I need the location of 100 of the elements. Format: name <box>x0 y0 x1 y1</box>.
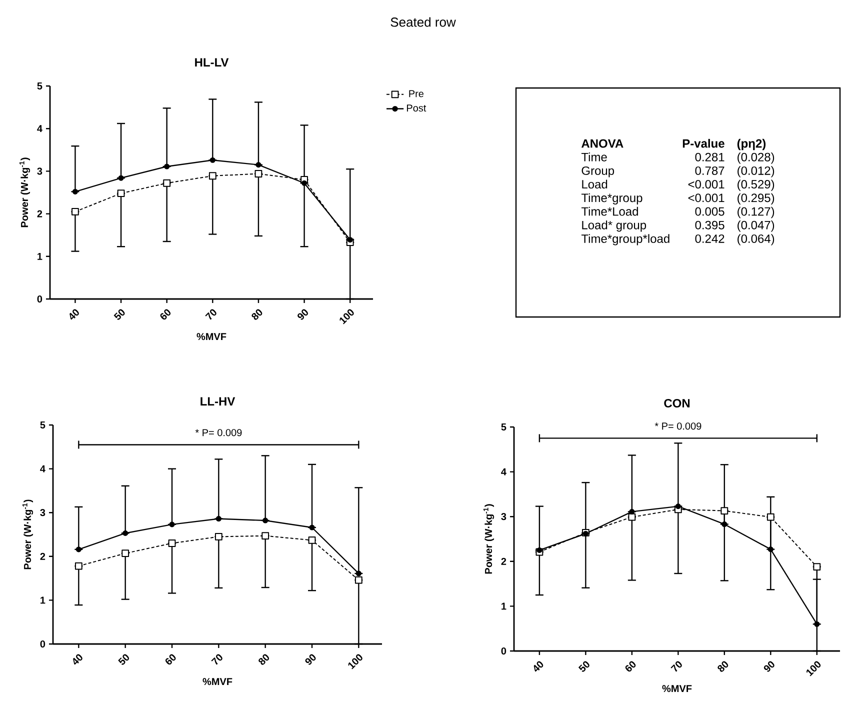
point <box>216 516 222 522</box>
point <box>308 536 316 544</box>
y-tick-label: 5 <box>40 422 46 428</box>
point <box>254 170 262 178</box>
point <box>72 188 78 194</box>
text: Time*group <box>581 193 642 205</box>
x-tick-label: 60 <box>160 309 171 320</box>
text: (0.127) <box>738 206 774 218</box>
y-axis-title: Power (W·kg$^{-1}$) <box>22 500 34 570</box>
x-tick-label: 40 <box>534 661 544 672</box>
x-tick-label: 70 <box>205 309 216 320</box>
y-tick-label: 0 <box>37 295 42 303</box>
y-tick-label: 1 <box>40 596 46 604</box>
point <box>74 562 82 570</box>
legend-label: Pre <box>409 90 424 98</box>
point <box>210 157 216 163</box>
x-tick-label: 50 <box>118 654 130 665</box>
text: (0.064) <box>738 234 774 246</box>
point <box>814 621 820 627</box>
text: <0.001 <box>688 180 724 189</box>
point <box>163 179 171 187</box>
point <box>72 208 79 216</box>
chart-title: CON <box>664 398 690 408</box>
point <box>214 532 222 540</box>
y-tick-label: 0 <box>40 640 46 648</box>
x-axis-title: %MVF <box>662 685 692 692</box>
legend-label: Post <box>406 104 426 112</box>
x-axis-title: %MVF <box>202 678 232 686</box>
y-tick-label: 5 <box>37 82 42 90</box>
chart-title: LL-HV <box>200 397 236 406</box>
text: ANOVA <box>581 139 624 148</box>
text: Seated row <box>390 17 456 27</box>
chart-title: HL-LV <box>195 58 229 66</box>
point <box>354 576 362 584</box>
text: (0.047) <box>738 220 774 232</box>
text: (0.529) <box>738 180 774 191</box>
y-tick-label: 5 <box>501 424 506 430</box>
text: (0.295) <box>738 193 774 204</box>
point <box>208 172 216 180</box>
x-tick-label: 50 <box>114 309 125 320</box>
x-axis-title: %MVF <box>196 333 226 340</box>
text: (pη2) <box>737 138 766 150</box>
x-tick-label: 100 <box>806 661 821 676</box>
point <box>256 162 262 168</box>
point <box>122 550 130 558</box>
y-tick-label: 0 <box>501 647 506 655</box>
x-tick-label: 100 <box>340 309 354 324</box>
y-tick-label: 3 <box>501 513 506 520</box>
point <box>262 532 270 540</box>
text: 0.395 <box>695 220 724 230</box>
x-tick-label: 90 <box>305 654 316 665</box>
point <box>122 530 128 536</box>
text: Group <box>582 166 614 178</box>
point <box>766 513 774 521</box>
x-tick-label: 50 <box>578 661 590 672</box>
text: 0.242 <box>695 234 724 243</box>
text: P-value <box>682 138 724 148</box>
x-tick-label: 60 <box>625 661 636 672</box>
text: 0.281 <box>695 152 724 162</box>
point <box>536 547 542 553</box>
x-tick-label: 60 <box>165 654 176 665</box>
annotation: * P= 0.009 <box>654 422 702 430</box>
point <box>347 236 353 243</box>
x-tick-label: 80 <box>718 661 728 672</box>
point <box>722 521 728 528</box>
x-tick-label: 70 <box>670 661 682 672</box>
x-tick-label: 80 <box>258 654 270 665</box>
x-tick-label: 40 <box>73 654 82 665</box>
text: Load* group <box>582 220 646 232</box>
y-tick-label: 4 <box>501 468 506 476</box>
y-tick-label: 1 <box>502 602 506 610</box>
x-tick-label: 80 <box>252 309 262 320</box>
x-tick-label: 100 <box>348 654 362 670</box>
point <box>720 507 728 514</box>
text: Time*group*load <box>581 234 670 246</box>
text: Load <box>582 180 608 189</box>
point <box>76 546 82 552</box>
y-tick-label: 2 <box>501 558 506 565</box>
y-tick-label: 4 <box>37 125 42 132</box>
x-tick-label: 90 <box>298 309 308 320</box>
text: (0.012) <box>738 166 774 178</box>
x-tick-label: 90 <box>764 661 774 672</box>
point <box>768 546 774 552</box>
y-tick-label: 1 <box>38 252 42 260</box>
point <box>629 508 635 514</box>
y-tick-label: 4 <box>40 465 46 472</box>
text: (0.028) <box>738 152 774 164</box>
text: 0.787 <box>695 166 724 175</box>
point <box>168 540 176 547</box>
y-tick-label: 3 <box>37 168 42 175</box>
point <box>301 180 308 186</box>
y-tick-label: 2 <box>37 210 42 218</box>
y-tick-label: 3 <box>40 509 46 516</box>
x-tick-label: 40 <box>70 309 79 320</box>
text: 0.005 <box>695 207 724 216</box>
y-axis-title: Power (W·kg$^{-1}$) <box>483 504 494 574</box>
text: Time*Load <box>581 206 638 216</box>
x-tick-label: 70 <box>211 654 222 665</box>
y-tick-label: 2 <box>40 552 46 560</box>
annotation: * P= 0.009 <box>195 429 242 436</box>
